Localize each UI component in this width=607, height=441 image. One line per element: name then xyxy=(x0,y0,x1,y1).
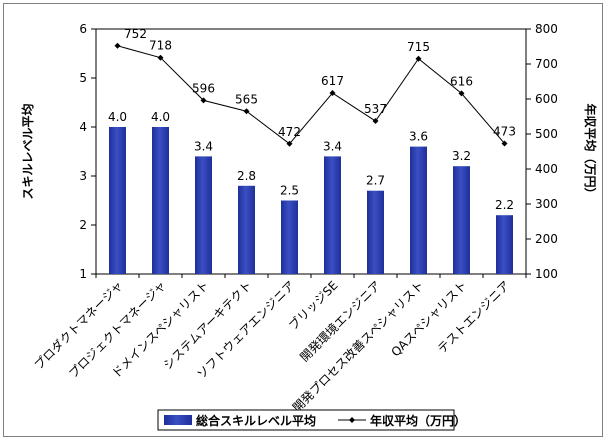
line-value-label: 472 xyxy=(278,125,301,139)
bar-value-label: 4.0 xyxy=(108,110,127,124)
legend-bar-swatch xyxy=(164,415,192,425)
bar xyxy=(324,156,341,274)
bar-value-label: 3.2 xyxy=(452,149,471,163)
legend-box xyxy=(157,409,455,431)
line-value-label: 596 xyxy=(192,81,215,95)
bar xyxy=(367,190,384,274)
left-axis-title: スキルレベル平均 xyxy=(20,103,35,199)
line-point xyxy=(458,90,465,97)
bar-series xyxy=(109,127,513,274)
line-point xyxy=(415,55,422,62)
bar xyxy=(453,166,470,274)
line-value-label: 616 xyxy=(450,74,473,88)
line-value-label: 537 xyxy=(364,102,387,116)
salary-line xyxy=(117,45,505,145)
left-tick-label: 3 xyxy=(79,169,87,183)
category-label: QAスペシャリスト xyxy=(388,278,469,359)
line-point xyxy=(372,118,379,125)
category-axis-labels: プロダクトマネージャプロジェクトマネージャドメインスペシャリストシステムアーキテ… xyxy=(31,274,527,415)
bar-value-label: 3.6 xyxy=(409,130,428,144)
line-value-label: 718 xyxy=(149,39,172,53)
bar xyxy=(238,185,255,274)
right-tick-label: 200 xyxy=(535,232,558,246)
right-tick-label: 300 xyxy=(535,197,558,211)
left-axis-ticks: 1 2 3 4 5 6 xyxy=(79,22,96,281)
line-point xyxy=(329,90,336,97)
chart-frame: 4.0 4.0 3.4 2.8 2.5 3.4 2.7 3.6 3.2 2.2 752 718 596… xyxy=(3,3,603,437)
left-tick-label: 4 xyxy=(79,120,87,134)
line-value-label: 473 xyxy=(493,124,516,138)
right-axis-ticks: 100 200 300 400 500 600 700 800 xyxy=(526,22,558,281)
bar-value-label: 3.4 xyxy=(323,139,342,153)
right-tick-label: 500 xyxy=(535,127,558,141)
right-tick-label: 600 xyxy=(535,92,558,106)
category-label: テストエンジニア xyxy=(435,278,513,356)
line-value-label: 715 xyxy=(407,40,430,54)
left-tick-label: 1 xyxy=(79,267,87,281)
line-point xyxy=(114,42,121,49)
line-point xyxy=(157,54,164,61)
right-tick-label: 100 xyxy=(535,267,558,281)
bar-value-label: 2.2 xyxy=(495,198,514,212)
left-tick-label: 2 xyxy=(79,218,87,232)
bar-value-label: 2.8 xyxy=(237,169,256,183)
bar-value-label: 2.7 xyxy=(366,174,385,188)
bar xyxy=(496,215,513,274)
bar xyxy=(410,146,427,274)
line-series xyxy=(114,42,508,147)
category-label: 開発環境エンジニア xyxy=(297,278,384,365)
left-tick-label: 5 xyxy=(79,71,87,85)
bar xyxy=(195,156,212,274)
right-tick-label: 400 xyxy=(535,162,558,176)
line-value-label: 565 xyxy=(235,92,258,106)
axis-titles: スキルレベル平均 年収平均（万円） xyxy=(20,103,598,199)
bar-value-label: 2.5 xyxy=(280,184,299,198)
legend-bar-label: 総合スキルレベル平均 xyxy=(196,413,316,428)
legend: 総合スキルレベル平均 年収平均（万円） xyxy=(157,409,466,431)
line-point xyxy=(243,108,250,115)
bar-value-label: 3.4 xyxy=(194,139,213,153)
bar xyxy=(152,127,169,274)
legend-line-marker xyxy=(349,417,355,423)
right-axis-title: 年収平均（万円） xyxy=(583,103,598,199)
line-point xyxy=(501,140,508,147)
bar-data-labels: 4.0 4.0 3.4 2.8 2.5 3.4 2.7 3.6 3.2 2.2 xyxy=(108,110,514,212)
bar-value-label: 4.0 xyxy=(151,110,170,124)
line-value-label: 752 xyxy=(124,27,147,41)
right-tick-label: 700 xyxy=(535,57,558,71)
line-value-label: 617 xyxy=(321,74,344,88)
line-point xyxy=(200,97,207,104)
bar xyxy=(281,200,298,274)
line-point xyxy=(286,140,293,147)
bar xyxy=(109,127,126,274)
right-tick-label: 800 xyxy=(535,22,558,36)
legend-line-label: 年収平均（万円） xyxy=(370,413,466,428)
left-tick-label: 6 xyxy=(79,22,87,36)
